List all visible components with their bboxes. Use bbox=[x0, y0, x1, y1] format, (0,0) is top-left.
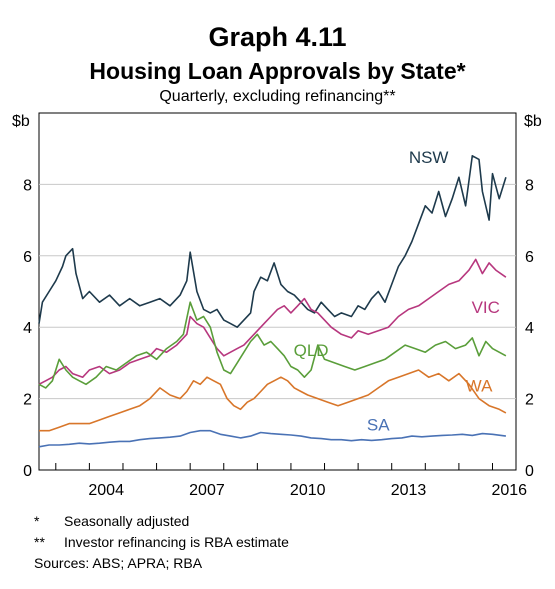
x-tick-label: 2007 bbox=[189, 482, 225, 499]
y-tick-label-left: 4 bbox=[23, 320, 32, 337]
footnote-1: * Seasonally adjusted bbox=[34, 511, 289, 532]
series-line-vic bbox=[38, 258, 507, 386]
series-labels: NSW VIC QLD WA SA bbox=[294, 148, 500, 435]
right-unit-label: $b bbox=[524, 113, 542, 130]
series-lines bbox=[38, 155, 507, 448]
x-tick-label: 2013 bbox=[391, 482, 427, 499]
series-label-nsw: NSW bbox=[409, 148, 449, 167]
footnote-text: Investor refinancing is RBA estimate bbox=[64, 534, 289, 550]
series-line-nsw bbox=[38, 155, 507, 329]
series-label-sa: SA bbox=[367, 416, 390, 435]
y-tick-label-left: 2 bbox=[23, 392, 32, 409]
left-unit-label: $b bbox=[12, 113, 30, 130]
chart-subtitle: Quarterly, excluding refinancing** bbox=[159, 88, 396, 105]
footnote-mark: ** bbox=[34, 534, 45, 550]
plot-frame bbox=[38, 112, 517, 471]
series-label-wa: WA bbox=[466, 376, 493, 395]
x-tick-label: 2016 bbox=[491, 482, 527, 499]
axis-ticks: 0 0 2 2 4 4 6 6 8 8 2004 2007 2010 2013 2016 bbox=[23, 177, 534, 499]
footnotes: * Seasonally adjusted ** Investor refina… bbox=[34, 511, 289, 574]
footnote-mark: * bbox=[34, 513, 40, 529]
chart-title: Housing Loan Approvals by State* bbox=[89, 58, 466, 84]
series-line-wa bbox=[39, 369, 507, 432]
sources-line: Sources: ABS; APRA; RBA bbox=[34, 555, 203, 571]
series-line-sa bbox=[38, 429, 507, 448]
footnote-2: ** Investor refinancing is RBA estimate bbox=[34, 532, 289, 553]
series-line-qld bbox=[38, 301, 507, 389]
y-tick-label-right: 4 bbox=[525, 320, 534, 337]
x-tick-label: 2010 bbox=[290, 482, 326, 499]
gridlines bbox=[39, 183, 516, 400]
y-tick-label-right: 0 bbox=[525, 463, 534, 480]
x-tick-label: 2004 bbox=[88, 482, 124, 499]
y-tick-label-right: 8 bbox=[525, 177, 534, 194]
series-label-qld: QLD bbox=[294, 341, 329, 360]
graph-number: Graph 4.11 bbox=[208, 22, 347, 52]
y-tick-label-left: 0 bbox=[23, 463, 32, 480]
series-label-vic: VIC bbox=[472, 298, 500, 317]
footnote-text: Seasonally adjusted bbox=[64, 513, 190, 529]
y-tick-label-right: 2 bbox=[525, 392, 534, 409]
y-tick-label-left: 6 bbox=[23, 249, 32, 266]
y-tick-label-right: 6 bbox=[525, 249, 534, 266]
y-tick-label-left: 8 bbox=[23, 177, 32, 194]
